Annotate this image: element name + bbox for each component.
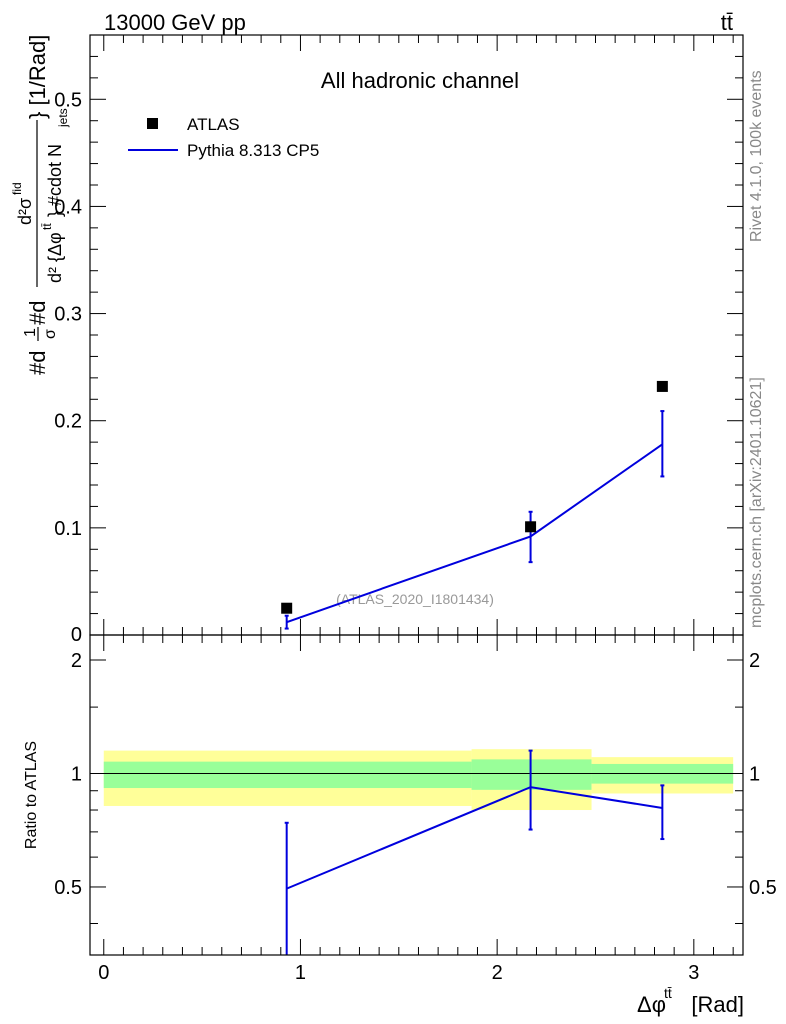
ylabel-num-sup: fid (10, 182, 24, 195)
ylabel-mid: #d (25, 301, 50, 325)
x-axis-label-unit: [Rad] (691, 992, 744, 1017)
ylabel-prefix: #d (25, 351, 50, 375)
legend-pythia-label: Pythia 8.313 CP5 (187, 141, 319, 160)
main-y-tick-labels: 0.1 0.2 0.3 0.4 0.5 0 (54, 89, 82, 646)
ylabel-frac-num: 1 (22, 328, 39, 337)
legend-atlas-marker (147, 118, 158, 129)
main-y-tick-label: 0.3 (54, 304, 82, 326)
ylabel-frac-den: σ (42, 329, 59, 339)
atlas-data-point (656, 380, 668, 392)
ratio-panel: 0.5 0.5 1 1 2 2 0 1 2 3 Ratio to ATLAS (23, 634, 777, 984)
main-panel: 0.1 0.2 0.3 0.4 0.5 0 All hadronic channel (A… (54, 34, 744, 646)
ratio-uncertainty-bands (103, 749, 734, 811)
main-y-tick-label: 0.2 (54, 411, 82, 433)
atlas-data-point (525, 521, 537, 533)
ratio-y-tick-label-left: 2 (71, 650, 82, 672)
rivet-version-label: Rivet 4.1.0, 100k events (748, 70, 765, 242)
ylabel-den-sup: tt̄ (40, 223, 54, 230)
process-label: tt̄ (721, 10, 733, 35)
main-series (281, 380, 668, 630)
ratio-inner-band (103, 761, 472, 789)
x-tick-label: 3 (688, 962, 699, 984)
main-y-tick-label: 0.4 (54, 196, 82, 218)
ratio-y-tick-label-left: 1 (71, 763, 82, 785)
ratio-y-tick-label-right: 0.5 (749, 877, 777, 899)
ylabel-den-sub: jets (56, 108, 70, 128)
legend-atlas-label: ATLAS (187, 115, 240, 134)
ratio-y-axis-label: Ratio to ATLAS (23, 741, 40, 849)
ratio-y-tick-label-right: 2 (749, 650, 760, 672)
x-tick-label: 2 (492, 962, 503, 984)
ratio-tick-labels: 0.5 0.5 1 1 2 2 0 1 2 3 (54, 650, 777, 984)
source-label: mcplots.cern.ch [arXiv:2401.10621] (748, 377, 765, 628)
analysis-watermark: (ATLAS_2020_I1801434) (336, 591, 494, 607)
ylabel-den-tail: } #cdot N (45, 144, 65, 217)
ratio-y-tick-label-left: 0.5 (54, 877, 82, 899)
main-axis-ticks (90, 35, 743, 635)
ylabel-den: d² {Δφ (45, 232, 65, 283)
x-axis-label-sup: tt̄ (664, 985, 672, 1001)
x-axis-label: Δφ tt̄ [Rad] (637, 985, 744, 1017)
ratio-axis-ticks (90, 635, 743, 955)
ylabel-num: d²σ (15, 198, 35, 225)
ratio-y-tick-label-right: 1 (749, 763, 760, 785)
x-tick-label: 1 (295, 962, 306, 984)
main-y-axis-label: #d 1 σ #d d²σ fid d² {Δφ tt̄ } #cdot N j… (10, 35, 70, 375)
x-axis-label-symbol: Δφ (637, 992, 666, 1017)
atlas-data-point (281, 602, 293, 614)
legend: ATLAS Pythia 8.313 CP5 (128, 115, 319, 160)
ratio-series (284, 749, 665, 955)
main-y-tick-label: 0 (71, 624, 82, 646)
x-tick-label: 0 (98, 962, 109, 984)
main-y-tick-label: 0.1 (54, 518, 82, 540)
energy-label: 13000 GeV pp (104, 10, 246, 35)
ylabel-unit: } [1/Rad] (25, 35, 50, 119)
channel-title: All hadronic channel (321, 68, 519, 93)
ratio-frame (89, 634, 744, 956)
main-y-tick-label: 0.5 (54, 89, 82, 111)
